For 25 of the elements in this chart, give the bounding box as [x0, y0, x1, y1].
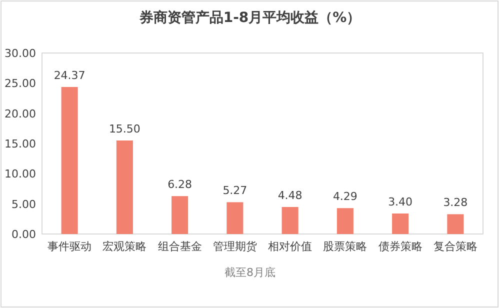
- x-tick-label: 股票策略: [323, 240, 368, 253]
- x-tick-label: 复合策略: [433, 240, 478, 253]
- x-tick-label: 组合基金: [158, 240, 202, 253]
- x-tick-label: 管理期货: [212, 240, 257, 253]
- data-label: 5.27: [222, 184, 248, 198]
- y-tick-label: 15.00: [4, 138, 36, 150]
- x-tick-label: 债券策略: [378, 240, 422, 253]
- chart-title: 券商资管产品1-8月平均收益（%）: [138, 9, 361, 26]
- data-label: 4.29: [332, 190, 358, 204]
- y-tick-label: 10.00: [4, 168, 36, 181]
- y-tick-label: 0.00: [12, 228, 36, 241]
- data-label: 3.40: [388, 195, 413, 208]
- y-tick-label: 25.00: [4, 77, 36, 90]
- y-tick-label: 20.00: [4, 107, 36, 120]
- text: 截至8月底: [224, 266, 276, 279]
- data-label: 24.37: [54, 68, 86, 82]
- data-label: 4.48: [278, 188, 302, 202]
- data-label: 6.28: [168, 178, 192, 192]
- data-label: 3.28: [443, 196, 468, 210]
- x-tick-label: 相对价值: [268, 240, 312, 253]
- x-tick-label: 事件驱动: [48, 240, 92, 253]
- x-tick-label: 宏观策略: [102, 240, 147, 253]
- data-label: 15.50: [108, 122, 140, 136]
- y-tick-label: 30.00: [4, 47, 36, 60]
- y-tick-label: 5.00: [12, 198, 36, 211]
